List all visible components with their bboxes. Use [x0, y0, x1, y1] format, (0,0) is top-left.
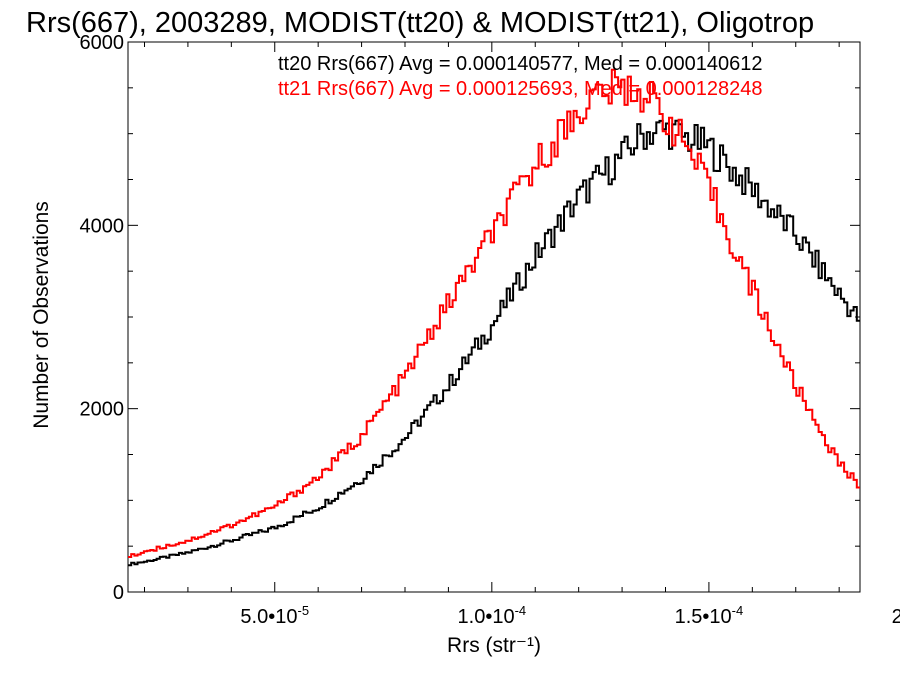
y-tick-label: 6000 [80, 32, 125, 54]
legend-annotation-tt20: tt20 Rrs(667) Avg = 0.000140577, Med = 0… [278, 53, 762, 75]
x-tick-label: 1.0•10-4 [458, 603, 527, 628]
y-tick-label: 2000 [80, 399, 125, 421]
y-tick-label: 4000 [80, 215, 125, 237]
x-tick-label: 2.0•10-4 [892, 603, 900, 628]
ticks-layer: 0 2000 4000 6000 5.0•10-5 1.0•10-4 1.5•10-4 2.0… [80, 32, 900, 628]
x-tick-label: 1.5•10-4 [675, 603, 744, 628]
legend-annotation-tt21: tt21 Rrs(667) Avg = 0.000125693, Med = 0… [278, 78, 762, 100]
chart-title: Rrs(667), 2003289, MODIST(tt20) & MODIST… [26, 7, 814, 39]
x-tick-label: 5.0•10-5 [240, 603, 309, 628]
x-axis-label: Rrs (str⁻¹) [447, 634, 541, 657]
y-axis-label: Number of Observations [30, 201, 53, 429]
series-line-tt21 [128, 68, 860, 558]
y-tick-label: 0 [113, 582, 124, 604]
series-line-tt20 [128, 119, 860, 567]
plot-frame [127, 41, 861, 593]
series-layer [128, 68, 860, 567]
plot-area [127, 41, 861, 593]
